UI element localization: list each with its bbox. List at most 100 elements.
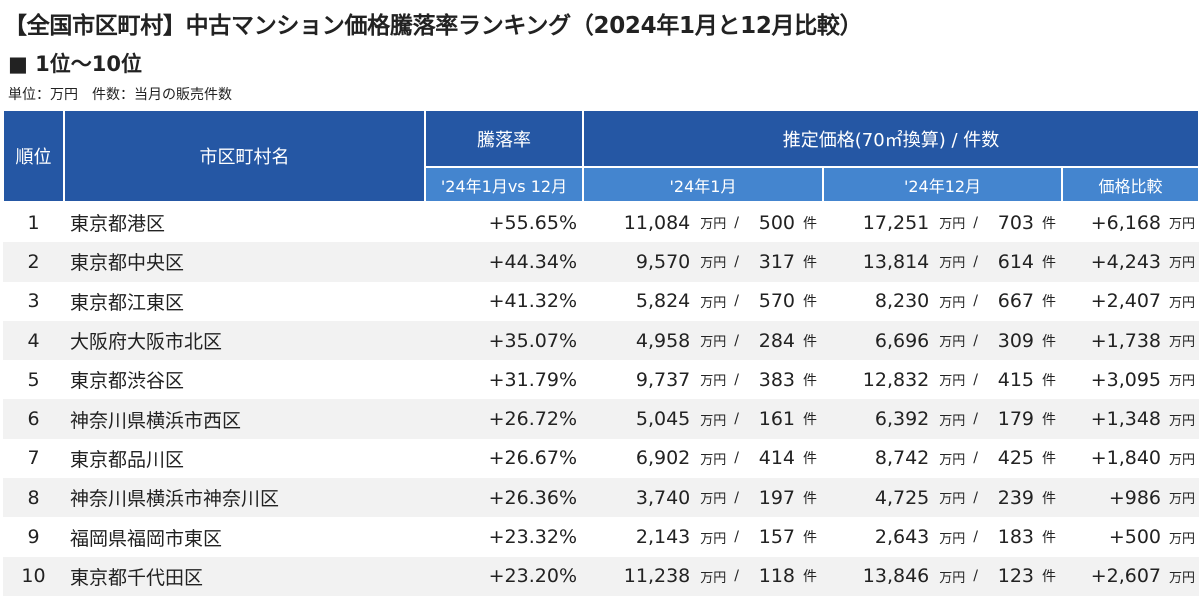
dec-count: 239 — [997, 486, 1034, 509]
jan-price: 2,143 — [635, 526, 691, 549]
rate-cell: +35.07% — [425, 320, 583, 361]
dec-count: 123 — [997, 565, 1034, 588]
unit-ken: 件 — [1042, 412, 1056, 429]
unit-man: 万円 — [1169, 335, 1196, 351]
ranking-table: 順位 市区町村名 騰落率 推定価格(70㎡換算) / 件数 '24年1月vs 1… — [2, 109, 1200, 596]
slash: / — [734, 568, 739, 585]
table-row: 4 大阪府大阪市北区 +35.07% 4,958 万円 / 284 件 6,696 万円 /… — [3, 320, 1200, 361]
rank-cell: 1 — [27, 211, 40, 234]
rate-cell: +26.67% — [488, 447, 577, 470]
rank-cell: 4 — [3, 320, 64, 361]
slash: / — [734, 214, 739, 231]
dec-count: 614 — [997, 250, 1034, 273]
rate-cell: +55.65% — [488, 211, 577, 234]
dec-price: 6,696 — [874, 329, 930, 352]
unit-man: 万円 — [1169, 374, 1196, 390]
unit-man: 万円 — [700, 531, 727, 547]
jan-cell: 11,084 万円 / 500 件 — [583, 202, 823, 242]
slash: / — [734, 293, 739, 310]
name-cell: 東京都江東区 — [70, 291, 185, 314]
rank-cell: 3 — [27, 290, 40, 313]
unit-man: 万円 — [1169, 413, 1196, 429]
jan-price: 11,084 — [623, 211, 691, 234]
unit-ken: 件 — [803, 451, 817, 468]
slash: / — [973, 253, 978, 270]
unit-ken: 件 — [803, 569, 817, 586]
unit-man: 万円 — [939, 335, 966, 351]
table-row: 2 東京都中央区 +44.34% 9,570 万円 / 317 件 13,814 万円 / 6… — [3, 242, 1200, 282]
page-title: 【全国市区町村】中古マンション価格騰落率ランキング（2024年1月と12月比較） — [4, 13, 863, 39]
unit-ken: 件 — [1042, 254, 1056, 271]
jan-cell: 3,740 万円 / 197 件 — [583, 478, 823, 518]
unit-note: 単位：万円 件数：当月の販売件数 — [8, 87, 232, 103]
name-cell: 東京都品川区 — [70, 448, 185, 471]
unit-man: 万円 — [939, 531, 966, 547]
jan-price: 5,045 — [635, 408, 691, 431]
name-cell: 東京都中央区 — [64, 242, 425, 282]
table-row: 8 神奈川県横浜市神奈川区 +26.36% 3,740 万円 / 197 件 4,725… — [3, 478, 1200, 518]
jan-count: 414 — [758, 447, 795, 470]
unit-ken: 件 — [1042, 490, 1056, 507]
dec-cell: 8,742 万円 / 425 件 — [823, 439, 1062, 478]
unit-man: 万円 — [939, 256, 966, 272]
diff-cell: +1,348 万円 — [1062, 399, 1200, 439]
dec-price: 2,643 — [874, 526, 930, 549]
jan-count: 500 — [758, 211, 795, 234]
table-row: 3 東京都江東区 +41.32% 5,824 万円 / 570 件 8,230 万円 / 66… — [3, 282, 1199, 321]
table-row: 7 東京都品川区 +26.67% 6,902 万円 / 414 件 8,742 万円 / 42… — [3, 439, 1199, 478]
slash: / — [973, 371, 978, 388]
slash: / — [734, 411, 739, 428]
unit-man: 万円 — [939, 452, 966, 468]
diff-cell: +1,738 万円 — [1062, 320, 1200, 361]
unit-man: 万円 — [700, 217, 727, 233]
diff-value: +500 — [1108, 526, 1162, 549]
rank-cell: 5 — [27, 368, 40, 391]
dec-cell: 6,392 万円 / 179 件 — [823, 399, 1062, 439]
diff-cell: +2,607 万円 — [1062, 556, 1200, 596]
jan-count: 383 — [758, 368, 795, 391]
dec-count: 183 — [997, 526, 1034, 549]
jan-cell: 9,570 万円 / 317 件 — [583, 242, 823, 282]
unit-man: 万円 — [1169, 452, 1196, 468]
unit-ken: 件 — [803, 215, 817, 232]
unit-man: 万円 — [939, 217, 966, 233]
jan-cell: 2,143 万円 / 157 件 — [583, 517, 823, 556]
rate-cell: +23.20% — [425, 556, 583, 596]
dec-cell: 6,696 万円 / 309 件 — [823, 320, 1062, 361]
slash: / — [734, 253, 739, 270]
dec-count: 667 — [997, 290, 1034, 313]
diff-cell: +6,168 万円 — [1062, 202, 1199, 242]
name-cell: 東京都港区 — [70, 213, 166, 236]
dec-price: 13,814 — [862, 250, 930, 273]
diff-cell: +3,095 万円 — [1062, 360, 1199, 399]
unit-man: 万円 — [700, 413, 727, 429]
table-row: 9 福岡県福岡市東区 +23.32% 2,143 万円 / 157 件 2,643 万円 /… — [3, 517, 1199, 556]
name-cell: 神奈川県横浜市西区 — [64, 399, 425, 439]
slash: / — [734, 332, 739, 349]
diff-cell: +2,407 万円 — [1062, 282, 1199, 321]
rate-cell: +26.72% — [425, 399, 583, 439]
unit-man: 万円 — [700, 492, 727, 508]
unit-man: 万円 — [1169, 256, 1196, 272]
dec-cell: 8,230 万円 / 667 件 — [823, 282, 1062, 321]
diff-cell: +500 万円 — [1062, 517, 1199, 556]
unit-ken: 件 — [1042, 451, 1056, 468]
jan-price: 9,737 — [635, 368, 691, 391]
diff-value: +2,407 — [1090, 290, 1162, 313]
jan-count: 570 — [758, 290, 795, 313]
table-row: 5 東京都渋谷区 +31.79% 9,737 万円 / 383 件 12,832 万円 / 4… — [3, 360, 1199, 399]
slash: / — [973, 214, 978, 231]
unit-man: 万円 — [700, 570, 727, 586]
unit-man: 万円 — [1169, 492, 1196, 508]
jan-count: 118 — [758, 565, 795, 588]
rank-cell: 8 — [3, 478, 64, 518]
jan-count: 284 — [758, 329, 795, 352]
unit-man: 万円 — [939, 413, 966, 429]
slash: / — [973, 529, 978, 546]
unit-man: 万円 — [700, 295, 727, 311]
jan-price: 11,238 — [623, 565, 691, 588]
unit-ken: 件 — [803, 412, 817, 429]
unit-ken: 件 — [803, 372, 817, 389]
diff-value: +1,348 — [1090, 408, 1162, 431]
section-subtitle: ■ 1位〜10位 — [8, 52, 142, 76]
